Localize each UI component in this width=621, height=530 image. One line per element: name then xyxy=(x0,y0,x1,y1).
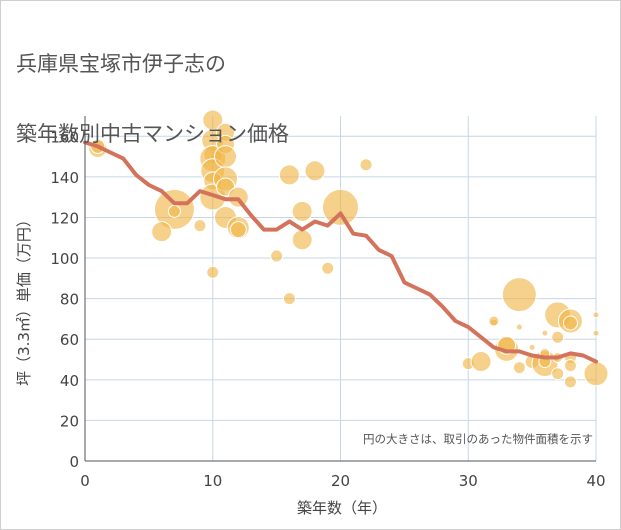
y-tick-label: 60 xyxy=(60,331,79,349)
bubble-point xyxy=(563,359,577,373)
title-line-2: 築年数別中古マンション価格 xyxy=(16,122,289,146)
bubble-point xyxy=(322,188,359,226)
x-tick-label: 40 xyxy=(586,472,605,490)
bubble-point xyxy=(291,229,313,251)
price-line-series xyxy=(83,140,598,364)
tick-labels: 0 20 40 60 80 100 120 140 160 0 10 20 30 40 xyxy=(50,128,605,490)
bubble-point xyxy=(193,219,207,233)
y-tick-label: 100 xyxy=(50,250,79,268)
bubble-point xyxy=(562,315,578,331)
chart-note: 円の大きさは、取引のあった物件面積を示す xyxy=(363,432,593,446)
bubble-point xyxy=(515,323,523,331)
axes xyxy=(84,116,596,462)
bubble-point xyxy=(151,221,173,243)
y-axis-label: 坪（3.3㎡）単価（万円） xyxy=(15,212,33,386)
x-axis-label: 築年数（年） xyxy=(297,499,387,517)
bubble-point xyxy=(291,200,313,222)
bubble-point xyxy=(541,329,549,337)
bubble-point xyxy=(229,221,247,239)
bubble-point xyxy=(501,277,537,313)
y-tick-label: 20 xyxy=(60,412,79,430)
bubble-point xyxy=(470,351,492,373)
bubble-point xyxy=(321,261,335,275)
bubble-point xyxy=(270,249,284,263)
y-tick-label: 80 xyxy=(60,291,79,309)
bubble-point xyxy=(551,367,565,381)
bubble-point xyxy=(282,292,296,306)
bubble-point xyxy=(528,343,536,351)
bubble-point xyxy=(278,164,300,186)
bubble-point xyxy=(488,315,500,327)
x-tick-label: 10 xyxy=(203,472,222,490)
y-tick-label: 40 xyxy=(60,372,79,390)
y-tick-label: 140 xyxy=(50,169,79,187)
bubble-point xyxy=(206,265,220,279)
page-title: 兵庫県宝塚市伊子志の 築年数別中古マンション価格 xyxy=(16,12,289,152)
y-tick-label: 0 xyxy=(69,453,79,471)
bubble-point xyxy=(551,330,565,344)
y-tick-label: 120 xyxy=(50,209,79,227)
bubble-point xyxy=(592,329,600,337)
price-trend-line xyxy=(83,140,598,364)
title-line-1: 兵庫県宝塚市伊子志の xyxy=(16,52,226,76)
bubble-point xyxy=(167,204,181,218)
x-tick-label: 20 xyxy=(331,472,350,490)
x-tick-label: 0 xyxy=(80,472,90,490)
bubble-point xyxy=(227,186,249,208)
bubble-point xyxy=(304,160,326,182)
bubble-point xyxy=(592,311,600,319)
bubble-point xyxy=(359,158,373,172)
bubble-point xyxy=(512,361,526,375)
y-tick-label: 160 xyxy=(50,128,79,146)
bubble-point xyxy=(563,375,577,389)
bubble-point xyxy=(583,361,609,387)
x-tick-label: 30 xyxy=(459,472,478,490)
